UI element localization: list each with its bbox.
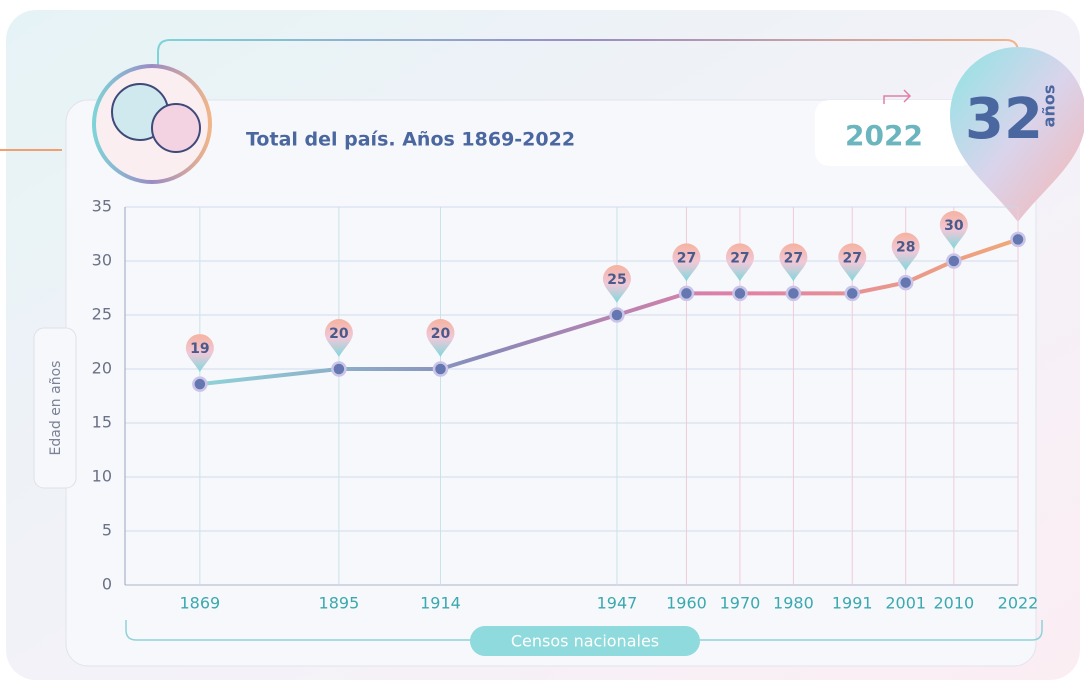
point [1010,231,1026,248]
x-label-pill [470,626,700,656]
label-pin [779,243,808,282]
data-label: 27 [677,250,696,266]
y-tick-label: 15 [92,413,112,432]
x-tick-label: 2022 [998,594,1039,613]
x-tick-label: 1914 [420,594,461,613]
label-pin [891,232,920,271]
year-box [815,100,975,166]
x-tick-label: 1970 [720,594,761,613]
highlight-value: 32 [965,87,1043,152]
label-pin [725,243,754,282]
label-pin [602,265,631,303]
point [331,361,347,377]
point [785,285,802,302]
data-label: 30 [944,218,964,234]
point [609,307,625,323]
data-label: 27 [730,250,749,266]
y-axis-label: Edad en años [48,361,64,456]
label-pin [672,243,701,282]
highlight-year: 2022 [845,119,923,152]
point [844,285,860,302]
data-label: 19 [190,341,209,357]
arrow [883,89,912,104]
data-label: 20 [329,326,349,342]
data-label: 25 [607,272,626,288]
label-pin [426,319,455,357]
label-pin [185,334,214,373]
y-tick-label: 5 [102,521,112,540]
y-tick-label: 10 [92,467,112,486]
x-tick-label: 1960 [666,594,707,613]
big-pin [950,47,1084,222]
data-label: 27 [784,250,803,266]
y-tick-label: 20 [92,359,112,378]
y-label-box [33,327,77,489]
point [946,253,962,269]
label-pin [939,211,968,249]
chart-title: Total del país. Años 1869-2022 [246,129,575,151]
point [432,361,449,377]
x-tick-label: 1980 [773,594,814,613]
label-pin [838,243,867,282]
avatar [92,64,212,184]
point [732,285,748,302]
point [678,285,695,302]
y-tick-label: 0 [102,575,112,594]
plot: 0 5 10 15 20 25 30 35 1869 1895 1914 1947 1960 1970 19… [92,197,1039,613]
point [897,274,914,291]
x-tick-label: 1895 [319,594,360,613]
y-tick-label: 25 [92,305,112,324]
y-tick-label: 35 [92,197,112,216]
x-tick-label: 1947 [597,594,638,613]
data-label: 28 [896,240,915,256]
data-label: 20 [431,326,451,342]
x-tick-label: 2010 [933,594,974,613]
x-tick-label: 1991 [832,594,873,613]
x-tick-label: 2001 [885,594,926,613]
highlight-unit: años [1040,85,1059,128]
y-tick-label: 30 [92,251,112,270]
point [192,376,208,392]
label-pin [324,319,353,357]
x-tick-label: 1869 [180,594,221,613]
data-label: 27 [842,250,861,266]
x-axis-label: Censos nacionales [511,632,659,651]
